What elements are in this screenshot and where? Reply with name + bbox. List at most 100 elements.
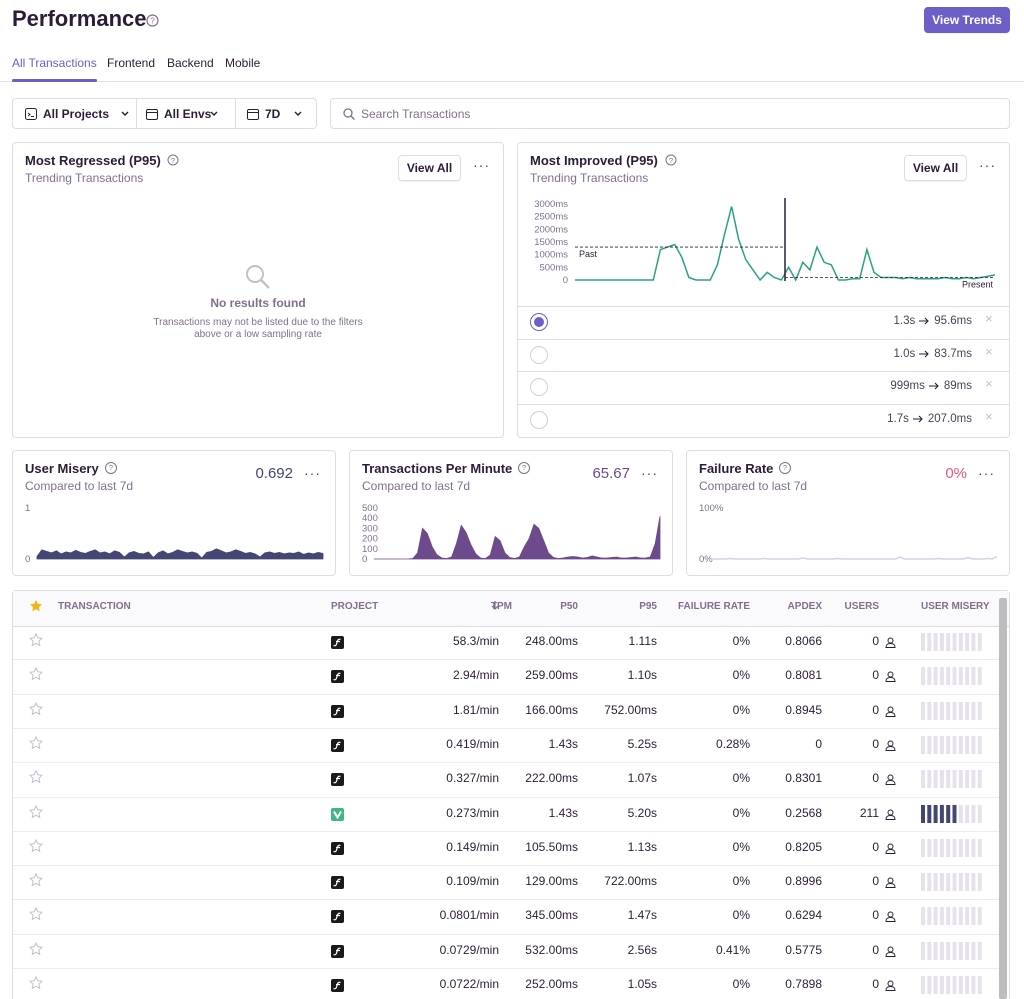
- help-icon[interactable]: ?: [665, 154, 677, 166]
- misery-segment-filled: [934, 805, 938, 823]
- star[interactable]: [29, 976, 43, 990]
- menu-button[interactable]: ···: [473, 157, 490, 173]
- transactions-table: [12, 590, 1010, 999]
- y-tick-label: 400: [362, 513, 378, 524]
- dismiss[interactable]: ×: [985, 344, 993, 359]
- menu-button[interactable]: ···: [979, 157, 996, 173]
- svg-text:?: ?: [171, 156, 175, 165]
- misery-segment: [934, 873, 938, 891]
- page-title: Performance: [12, 6, 147, 32]
- change: 1.7s207.0ms: [887, 413, 972, 425]
- column-header[interactable]: APDEX: [788, 601, 822, 612]
- star[interactable]: [29, 770, 43, 784]
- radio[interactable]: [530, 313, 548, 331]
- star[interactable]: [29, 907, 43, 921]
- help-icon[interactable]: ?: [167, 154, 179, 166]
- search-box[interactable]: Search Transactions: [330, 98, 1010, 129]
- misery-segment: [927, 736, 931, 754]
- cell-p95: 1.11s: [629, 634, 657, 648]
- misery-segment: [921, 633, 925, 651]
- view-all-button[interactable]: View All: [904, 155, 967, 181]
- star[interactable]: [29, 873, 43, 887]
- scrollbar[interactable]: [999, 598, 1007, 999]
- card-title: Most Regressed (P95): [25, 153, 161, 168]
- list-separator: [518, 306, 1009, 307]
- misery-segment: [934, 976, 938, 994]
- tab[interactable]: All Transactions: [12, 56, 97, 70]
- dismiss[interactable]: ×: [985, 376, 993, 391]
- view-trends-button[interactable]: View Trends: [924, 7, 1010, 33]
- period-filter[interactable]: 7D: [265, 107, 280, 121]
- cell-failure-rate: 0%: [733, 634, 750, 648]
- cell-users: 0: [872, 703, 879, 717]
- arrow: [913, 415, 924, 423]
- tab[interactable]: Backend: [167, 56, 214, 70]
- reference-label: Present: [962, 279, 994, 289]
- star[interactable]: [29, 633, 43, 647]
- cell-p95: 1.10s: [628, 668, 657, 682]
- cell-p50: 248.00ms: [525, 634, 578, 648]
- change: 1.3s95.6ms: [894, 315, 972, 327]
- tab[interactable]: Mobile: [225, 56, 260, 70]
- dismiss[interactable]: ×: [985, 311, 993, 326]
- cell-p50: 129.00ms: [525, 874, 578, 888]
- star[interactable]: [29, 736, 43, 750]
- column-header[interactable]: FAILURE RATE: [678, 601, 750, 612]
- misery-segment: [959, 736, 963, 754]
- project-filter[interactable]: All Projects: [43, 107, 109, 121]
- radio[interactable]: [530, 411, 548, 429]
- cell-users: 0: [872, 977, 879, 991]
- help-icon[interactable]: ?: [779, 462, 791, 474]
- misery-segment: [927, 770, 931, 788]
- project-icon: [331, 979, 344, 992]
- card-subtitle: Trending Transactions: [25, 171, 143, 185]
- misery-segment: [934, 667, 938, 685]
- star[interactable]: [29, 702, 43, 716]
- help-icon[interactable]: ?: [105, 462, 117, 474]
- cell-users: 0: [872, 771, 879, 785]
- misery-bar: [921, 839, 985, 857]
- empty-icon: [245, 264, 271, 290]
- misery-segment: [965, 976, 969, 994]
- misery-segment: [921, 736, 925, 754]
- empty-title: No results found: [13, 296, 503, 310]
- cell-tpm: 0.419/min: [446, 737, 499, 751]
- symfony-logo: [331, 739, 344, 752]
- star[interactable]: [29, 839, 43, 853]
- menu-button[interactable]: ···: [641, 465, 658, 481]
- radio[interactable]: [530, 346, 548, 364]
- y-tick-label: 500ms: [539, 262, 568, 273]
- misery-segment: [940, 976, 944, 994]
- column-header[interactable]: P50: [560, 601, 578, 612]
- y-tick-label: 0: [563, 275, 568, 286]
- column-header[interactable]: P95: [639, 601, 657, 612]
- cell-failure-rate: 0%: [733, 806, 750, 820]
- misery-segment: [946, 736, 950, 754]
- star-header[interactable]: [29, 599, 43, 613]
- star[interactable]: [29, 805, 43, 819]
- cell-users: 0: [872, 943, 879, 957]
- column-header[interactable]: PROJECT: [331, 601, 378, 612]
- widget-title: Transactions Per Minute: [362, 461, 512, 476]
- cell-failure-rate: 0%: [733, 703, 750, 717]
- symfony-logo: [331, 705, 344, 718]
- misery-segment: [965, 873, 969, 891]
- menu-button[interactable]: ···: [304, 465, 321, 481]
- column-header[interactable]: USERS: [845, 601, 879, 612]
- help-icon[interactable]: ?: [518, 462, 530, 474]
- star[interactable]: [29, 942, 43, 956]
- menu-button[interactable]: ···: [978, 465, 995, 481]
- column-header[interactable]: TRANSACTION: [58, 601, 131, 612]
- widget-title: User Misery: [25, 461, 99, 476]
- env-filter[interactable]: All Envs: [164, 107, 211, 121]
- tab[interactable]: Frontend: [107, 56, 155, 70]
- column-header[interactable]: USER MISERY: [921, 601, 990, 612]
- star[interactable]: [29, 667, 43, 681]
- dismiss[interactable]: ×: [985, 409, 993, 424]
- y-tick-label: 1000ms: [534, 250, 568, 261]
- widget-title: Failure Rate: [699, 461, 773, 476]
- cell-apdex: 0.8066: [785, 634, 822, 648]
- help-icon[interactable]: ?: [146, 14, 159, 27]
- view-all-button[interactable]: View All: [398, 155, 461, 181]
- cell-tpm: 0.0801/min: [440, 908, 499, 922]
